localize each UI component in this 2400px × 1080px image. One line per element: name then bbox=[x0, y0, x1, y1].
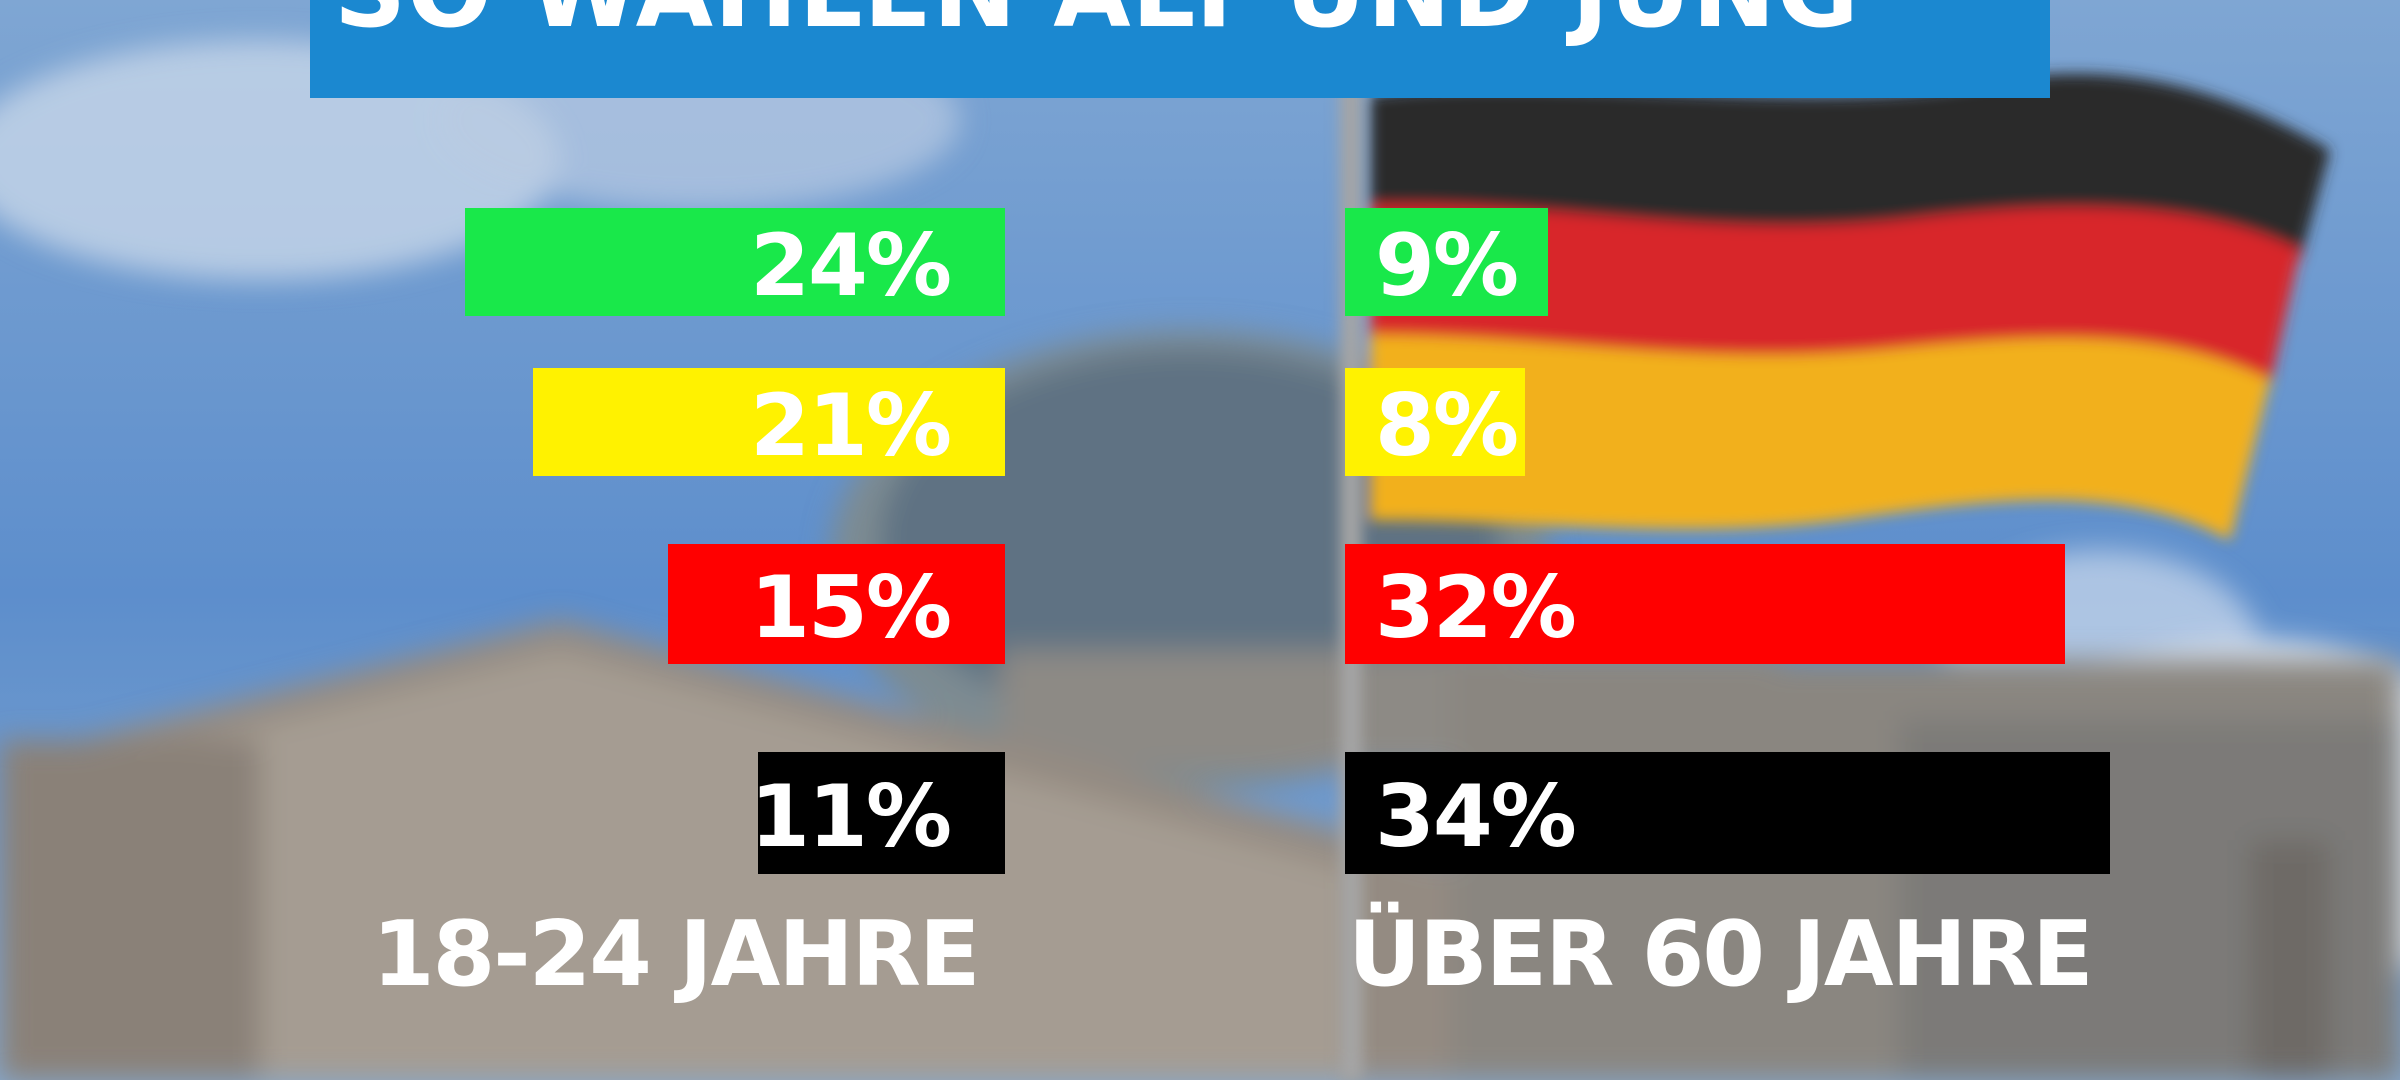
value-label-old-4: 34% bbox=[1375, 767, 1577, 867]
bar-old-1 bbox=[1345, 208, 1548, 316]
value-label-old-1: 9% bbox=[1375, 216, 1519, 316]
bar-old-2 bbox=[1345, 368, 1525, 476]
value-label-young-3: 15% bbox=[750, 558, 952, 658]
value-label-old-3: 32% bbox=[1375, 558, 1577, 658]
bar-old-3 bbox=[1345, 544, 2065, 664]
bar-young-4 bbox=[757, 752, 1005, 874]
title-banner: SO WÄHLEN ALT UND JUNG bbox=[310, 0, 2050, 98]
value-label-young-2: 21% bbox=[750, 376, 952, 476]
bar-young-2 bbox=[532, 368, 1005, 476]
bar-young-3 bbox=[667, 544, 1005, 664]
chart-title: SO WÄHLEN ALT UND JUNG bbox=[334, 0, 2034, 42]
group-label-old: ÜBER 60 JAHRE bbox=[1348, 902, 2094, 1007]
value-label-young-4: 11% bbox=[750, 767, 952, 867]
reichstag-building bbox=[0, 330, 2400, 1080]
german-flag bbox=[1340, 60, 2330, 1080]
bar-young-1 bbox=[465, 208, 1005, 316]
bar-old-4 bbox=[1345, 752, 2110, 874]
group-label-young: 18-24 JAHRE bbox=[372, 902, 980, 1007]
value-label-old-2: 8% bbox=[1375, 376, 1519, 476]
value-label-young-1: 24% bbox=[750, 216, 952, 316]
